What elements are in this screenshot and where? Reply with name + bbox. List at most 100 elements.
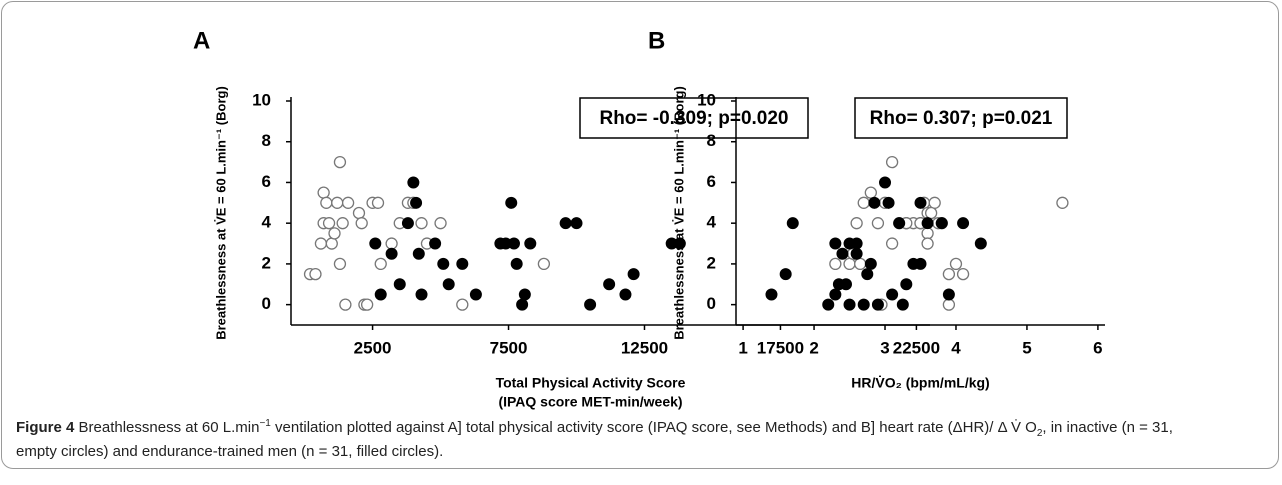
point xyxy=(505,196,518,209)
caption-text: , in inactive (n = 31, empty circles) an… xyxy=(16,419,1173,460)
point xyxy=(850,237,863,250)
point xyxy=(861,268,874,281)
point xyxy=(673,237,686,250)
point xyxy=(339,298,352,311)
point xyxy=(603,278,616,291)
y-tick-label: 2 xyxy=(707,253,716,272)
point xyxy=(328,227,341,240)
point xyxy=(857,298,870,311)
point xyxy=(333,257,347,271)
point xyxy=(369,237,382,250)
point xyxy=(393,278,406,291)
point xyxy=(836,247,849,260)
point xyxy=(957,217,970,230)
point xyxy=(921,217,934,230)
point xyxy=(360,298,374,311)
point xyxy=(317,186,330,199)
caption: Figure 4 Breathlessness at 60 L.min−1 ve… xyxy=(16,416,1176,464)
point xyxy=(886,288,899,301)
x-tick-label: 1 xyxy=(738,338,747,357)
point xyxy=(779,268,792,281)
x-tick-label: 2500 xyxy=(354,338,392,357)
caption-label: Figure 4 xyxy=(16,419,75,436)
point xyxy=(843,257,856,271)
point xyxy=(429,237,442,250)
point xyxy=(407,176,420,189)
point xyxy=(410,196,423,209)
annotation: Rho= -0.309; p=0.020 xyxy=(599,108,788,129)
y-tick-label: 10 xyxy=(252,90,271,109)
y-tick-label: 0 xyxy=(707,294,716,313)
point xyxy=(442,278,455,291)
point xyxy=(322,217,336,230)
y-axis-label: Breathlessness at V̇E = 60 L.min⁻¹ (Borg… xyxy=(671,86,686,340)
point xyxy=(893,217,906,230)
x-tick-label: 12500 xyxy=(621,338,668,357)
annotation: Rho= 0.307; p=0.021 xyxy=(870,108,1053,129)
point xyxy=(864,257,877,270)
x-tick-label: 17500 xyxy=(757,338,804,357)
point xyxy=(822,298,835,311)
x-tick-label: 3 xyxy=(880,338,889,357)
point xyxy=(949,257,963,271)
point xyxy=(325,237,338,250)
point xyxy=(456,298,469,311)
x-axis-label: HR/V̇O₂ (bpm/mL/kg) xyxy=(851,375,989,391)
point xyxy=(570,217,583,230)
point xyxy=(371,196,385,209)
point xyxy=(921,227,934,240)
annotation-box xyxy=(579,97,809,139)
caption-text: ventilation plotted against A] total phy… xyxy=(270,419,1037,436)
point xyxy=(864,186,877,199)
point xyxy=(524,237,537,250)
point xyxy=(434,217,447,230)
x-tick-label: 7500 xyxy=(490,338,528,357)
point xyxy=(355,217,368,230)
point xyxy=(942,288,955,301)
point xyxy=(829,237,842,250)
point xyxy=(839,278,852,291)
point xyxy=(879,176,892,189)
point xyxy=(537,257,551,271)
x-tick-label: 5 xyxy=(1022,338,1031,357)
y-tick-label: 8 xyxy=(262,131,271,150)
point xyxy=(412,247,425,260)
y-tick-label: 4 xyxy=(262,213,272,232)
point xyxy=(374,257,387,271)
y-axis-label: Breathlessness at V̇E = 60 L.min⁻¹ (Borg… xyxy=(213,86,228,340)
x-axis-label: (IPAQ score MET-min/week) xyxy=(498,394,682,410)
point xyxy=(882,196,895,209)
point xyxy=(320,196,333,209)
annotation-box xyxy=(854,97,1068,139)
point xyxy=(374,288,387,301)
point xyxy=(935,217,948,230)
point xyxy=(437,257,450,270)
point xyxy=(619,288,632,301)
point xyxy=(309,267,322,281)
y-tick-label: 6 xyxy=(707,172,716,191)
point xyxy=(336,217,349,230)
y-tick-label: 4 xyxy=(707,213,717,232)
point xyxy=(1056,196,1069,209)
point xyxy=(924,206,938,220)
point xyxy=(385,247,398,260)
y-tick-label: 2 xyxy=(262,253,271,272)
point xyxy=(942,298,956,311)
point xyxy=(854,257,867,271)
point xyxy=(850,247,863,260)
point xyxy=(871,298,884,311)
point xyxy=(896,298,909,311)
point xyxy=(956,267,970,281)
point xyxy=(829,257,842,271)
point xyxy=(857,196,870,209)
point xyxy=(510,257,523,270)
x-tick-label: 6 xyxy=(1093,338,1102,357)
point xyxy=(516,298,529,311)
point xyxy=(900,278,913,291)
caption-text: −1 xyxy=(259,418,271,429)
figure-frame xyxy=(1,1,1279,469)
y-tick-label: 0 xyxy=(262,294,271,313)
point xyxy=(928,196,941,209)
